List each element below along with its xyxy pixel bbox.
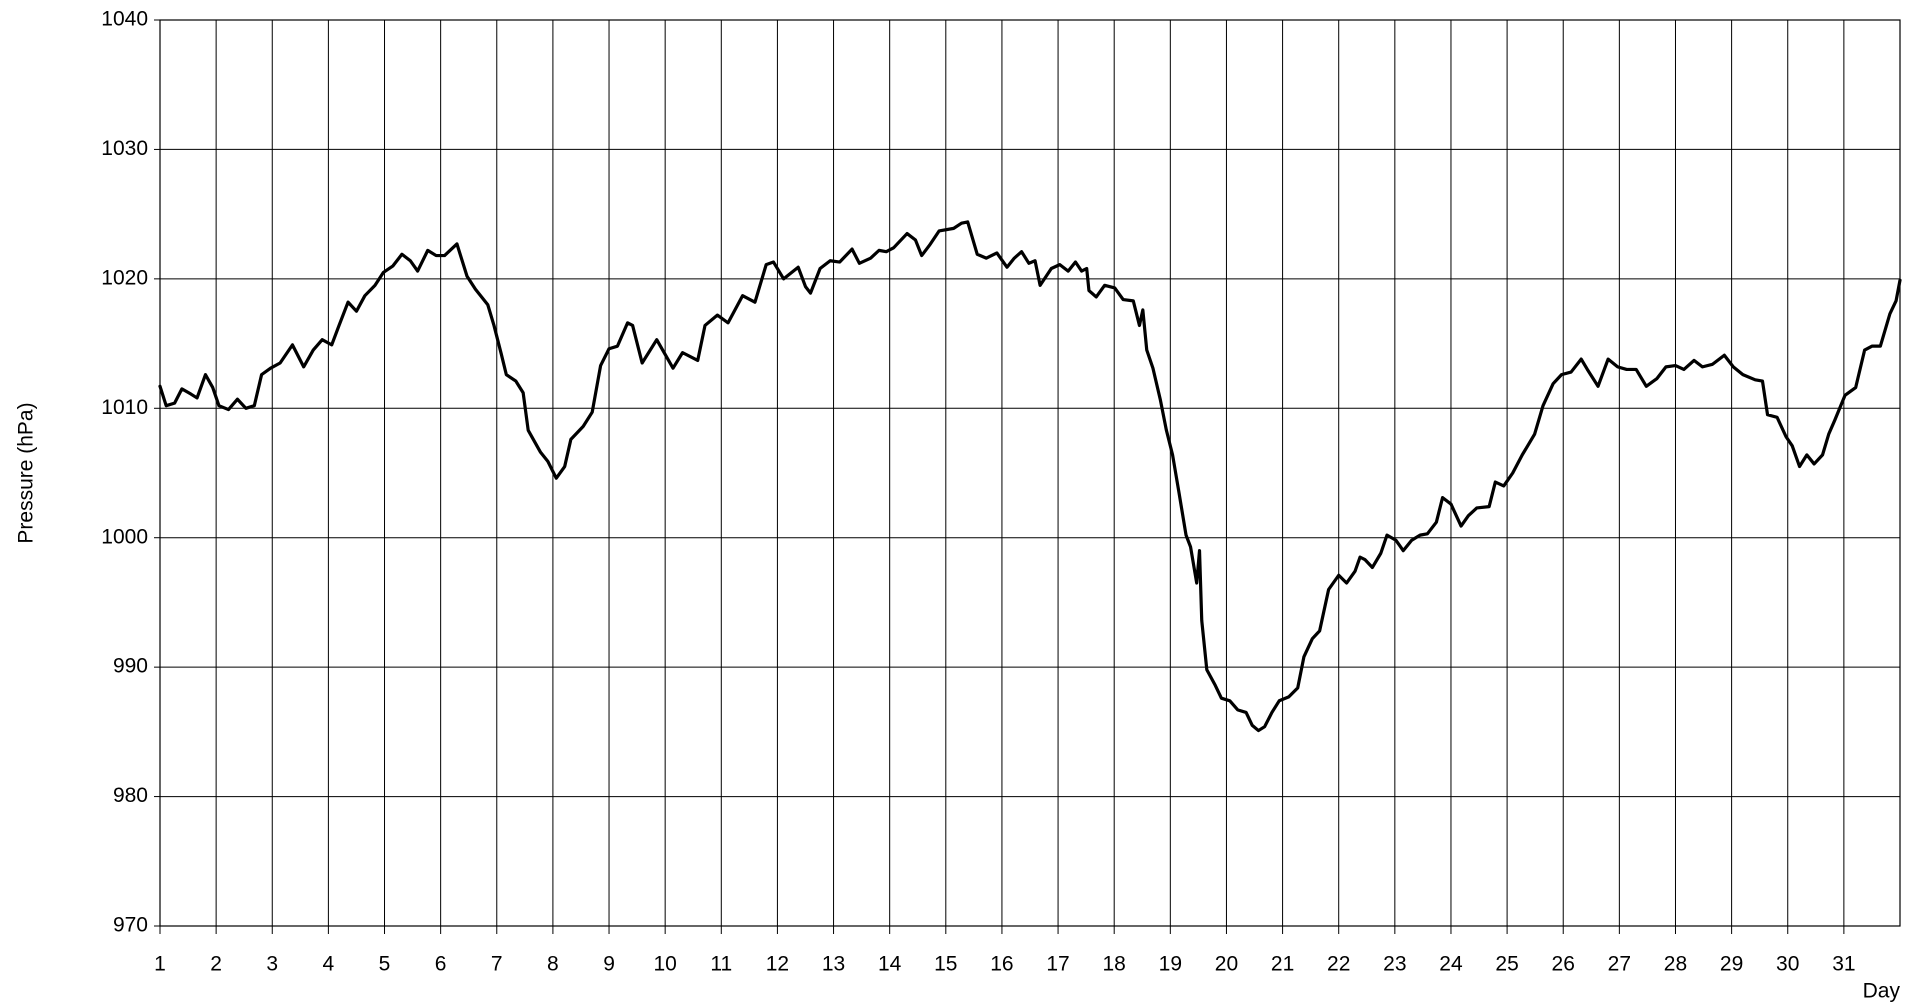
x-tick-label: 5 xyxy=(379,953,391,976)
x-axis-label: Day xyxy=(1863,980,1901,1003)
x-tick-label: 26 xyxy=(1552,953,1575,976)
y-tick-label: 990 xyxy=(113,655,148,678)
pressure-line xyxy=(158,220,1902,733)
x-tick-label: 27 xyxy=(1608,953,1631,976)
plot-area xyxy=(158,220,1902,733)
x-tick-label: 2 xyxy=(210,953,222,976)
x-tick-label: 7 xyxy=(491,953,503,976)
x-tick-label: 4 xyxy=(323,953,335,976)
x-tick-label: 17 xyxy=(1046,953,1069,976)
x-tick-label: 25 xyxy=(1495,953,1518,976)
x-tick-label: 9 xyxy=(603,953,615,976)
y-tick-label: 1000 xyxy=(101,525,148,548)
x-tick-label: 31 xyxy=(1832,953,1855,976)
plot-frame xyxy=(159,19,1901,927)
x-tick-label: 19 xyxy=(1159,953,1182,976)
y-tick-label: 1030 xyxy=(101,137,148,160)
x-tick-label: 20 xyxy=(1215,953,1238,976)
x-tick-label: 14 xyxy=(878,953,902,976)
x-tick-label: 23 xyxy=(1383,953,1406,976)
y-tick-label: 1010 xyxy=(101,396,148,419)
x-tick-label: 15 xyxy=(934,953,957,976)
y-axis-label: Pressure (hPa) xyxy=(15,402,38,543)
x-tick-label: 12 xyxy=(766,953,789,976)
x-tick-label: 24 xyxy=(1439,953,1463,976)
x-tick-label: 3 xyxy=(266,953,278,976)
x-tick-label: 10 xyxy=(653,953,676,976)
x-tick-label: 30 xyxy=(1776,953,1799,976)
grid xyxy=(154,19,1901,934)
x-tick-label: 22 xyxy=(1327,953,1350,976)
y-tick-label: 970 xyxy=(113,914,148,937)
x-tick-label: 28 xyxy=(1664,953,1687,976)
x-tick-label: 6 xyxy=(435,953,447,976)
x-tick-label: 8 xyxy=(547,953,559,976)
x-tick-label: 21 xyxy=(1271,953,1294,976)
x-tick-label: 1 xyxy=(154,953,166,976)
y-tick-label: 1020 xyxy=(101,266,148,289)
x-tick-label: 16 xyxy=(990,953,1013,976)
x-tick-label: 13 xyxy=(822,953,845,976)
y-tick-label: 1040 xyxy=(101,8,148,31)
x-tick-label: 11 xyxy=(710,953,732,976)
x-tick-label: 29 xyxy=(1720,953,1743,976)
x-tick-label: 18 xyxy=(1103,953,1126,976)
y-tick-label: 980 xyxy=(113,784,148,807)
